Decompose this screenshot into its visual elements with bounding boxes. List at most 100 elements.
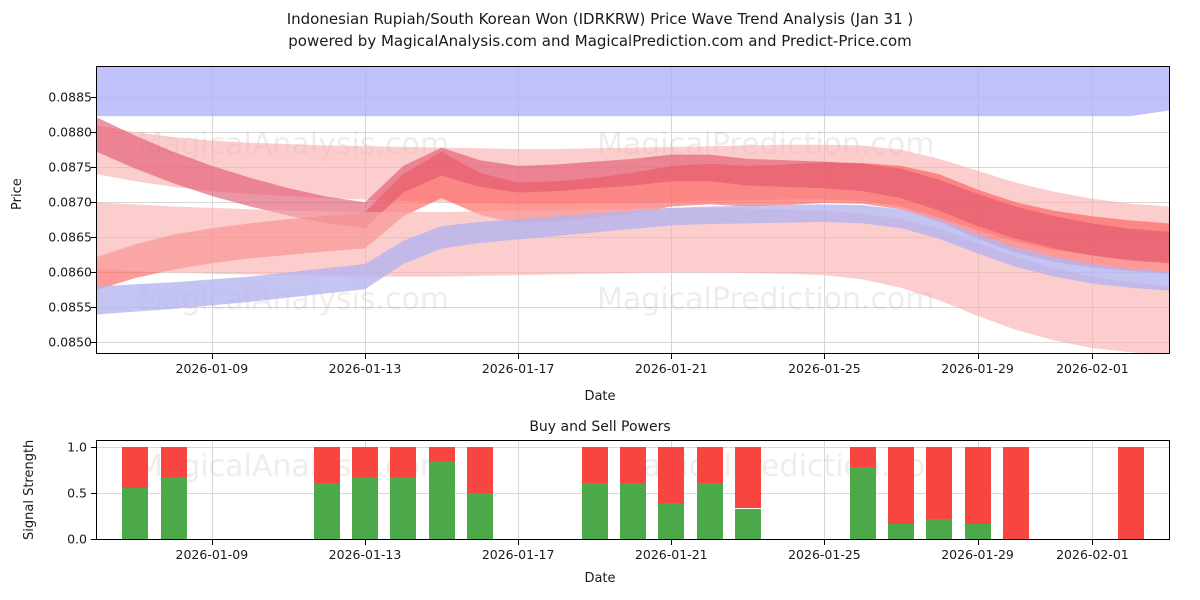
signal-x-tickmark bbox=[824, 540, 826, 545]
price-x-tick-label: 2026-02-01 bbox=[1056, 361, 1129, 376]
signal-x-tickmark bbox=[977, 540, 979, 545]
signal-bar[interactable] bbox=[122, 446, 149, 539]
signal-bar[interactable] bbox=[964, 446, 991, 539]
signal-y-tickmark bbox=[91, 446, 96, 448]
signal-gridline-v bbox=[824, 441, 826, 539]
signal-bar[interactable] bbox=[1117, 446, 1144, 539]
signal-x-tick-label: 2026-01-29 bbox=[941, 547, 1014, 562]
signal-bar[interactable] bbox=[160, 446, 187, 539]
buy-power-segment bbox=[658, 502, 685, 539]
price-x-tickmark bbox=[365, 354, 366, 359]
signal-x-tick-label: 2026-02-01 bbox=[1056, 547, 1129, 562]
buy-power-segment bbox=[964, 524, 991, 539]
price-x-tickmark bbox=[977, 354, 979, 359]
price-band-lower-pink-support-band bbox=[97, 202, 1169, 353]
signal-x-tickmark bbox=[671, 540, 673, 545]
signal-x-tick-label: 2026-01-09 bbox=[175, 547, 249, 562]
price-band-series bbox=[97, 67, 1169, 353]
signal-bar[interactable] bbox=[428, 446, 455, 539]
price-x-tick-label: 2026-01-13 bbox=[328, 361, 402, 376]
sell-power-segment bbox=[390, 446, 417, 478]
price-gridline-h bbox=[97, 132, 1169, 134]
price-y-tick-label: 0.0855 bbox=[48, 299, 92, 315]
price-x-tickmark bbox=[824, 354, 826, 359]
sell-power-segment bbox=[466, 446, 493, 493]
price-x-tick-label: 2026-01-17 bbox=[481, 361, 555, 376]
signal-bar[interactable] bbox=[581, 446, 608, 539]
signal-gridline-v bbox=[1092, 441, 1094, 539]
signal-y-tick-label: 1.0 bbox=[67, 439, 87, 455]
signal-bar[interactable] bbox=[390, 446, 417, 539]
signal-bar[interactable] bbox=[658, 446, 685, 539]
price-gridline-h bbox=[97, 307, 1169, 309]
signal-x-tick-label: 2026-01-17 bbox=[481, 547, 555, 562]
price-y-tickmark bbox=[91, 342, 96, 344]
price-band-upper-resistance-blue-band bbox=[97, 67, 1169, 117]
signal-bar[interactable] bbox=[620, 446, 646, 539]
price-y-tickmark bbox=[91, 97, 96, 99]
price-x-axis-label: Date bbox=[584, 389, 616, 404]
price-x-tick-label: 2026-01-21 bbox=[634, 361, 708, 376]
price-plot-area: MagicalAnalysis.comMagicalPrediction.com… bbox=[97, 67, 1169, 353]
buy-sell-powers-chart: MagicalAnalysis.com MagicalPrediction.com bbox=[96, 440, 1170, 540]
buy-power-segment bbox=[849, 466, 876, 539]
signal-bar[interactable] bbox=[926, 446, 953, 539]
price-plot-frame: MagicalAnalysis.comMagicalPrediction.com… bbox=[96, 66, 1170, 354]
chart-title-block: Indonesian Rupiah/South Korean Won (IDRK… bbox=[0, 8, 1200, 52]
price-y-tickmark bbox=[91, 272, 96, 274]
buy-power-segment bbox=[390, 477, 417, 539]
signal-bar[interactable] bbox=[466, 446, 493, 539]
signal-x-tickmark bbox=[211, 540, 213, 545]
sell-power-segment bbox=[696, 446, 723, 483]
page-title: Indonesian Rupiah/South Korean Won (IDRK… bbox=[286, 10, 914, 28]
signal-x-tick-label: 2026-01-13 bbox=[328, 547, 402, 562]
price-x-tick-label: 2026-01-09 bbox=[175, 361, 249, 376]
sell-power-segment bbox=[352, 446, 378, 478]
signal-gridline-v bbox=[211, 441, 213, 539]
buy-power-segment bbox=[428, 461, 455, 539]
buy-power-segment bbox=[620, 482, 646, 539]
signal-bar[interactable] bbox=[352, 446, 378, 539]
signal-y-tickmark bbox=[91, 539, 96, 540]
price-x-tickmark bbox=[518, 354, 520, 359]
signal-bar[interactable] bbox=[888, 446, 914, 539]
signal-x-tickmark bbox=[1092, 540, 1094, 545]
sell-power-segment bbox=[160, 446, 187, 478]
signal-x-tickmark bbox=[518, 540, 520, 545]
sell-power-segment bbox=[122, 446, 149, 489]
price-y-tickmark bbox=[91, 307, 96, 309]
price-y-tickmark bbox=[91, 132, 96, 134]
buy-power-segment bbox=[313, 482, 340, 539]
signal-gridline-h bbox=[97, 539, 1169, 540]
price-x-tickmark bbox=[211, 354, 213, 359]
signal-bar[interactable] bbox=[734, 446, 761, 539]
signal-chart-title: Buy and Sell Powers bbox=[529, 419, 671, 435]
sell-power-segment bbox=[313, 446, 340, 483]
price-wave-chart: MagicalAnalysis.comMagicalPrediction.com… bbox=[96, 66, 1170, 354]
price-y-tick-label: 0.0875 bbox=[48, 159, 92, 175]
signal-bar[interactable] bbox=[313, 446, 340, 539]
signal-x-axis-label: Date bbox=[584, 571, 616, 586]
sell-power-segment bbox=[734, 446, 761, 509]
signal-bar[interactable] bbox=[696, 446, 723, 539]
price-x-tick-label: 2026-01-25 bbox=[788, 361, 861, 376]
price-y-tick-label: 0.0860 bbox=[48, 264, 92, 280]
sell-power-segment bbox=[620, 446, 646, 483]
price-gridline-h bbox=[97, 342, 1169, 344]
buy-power-segment bbox=[926, 518, 953, 539]
sell-power-segment bbox=[1002, 446, 1029, 539]
buy-power-segment bbox=[581, 482, 608, 539]
signal-x-tick-label: 2026-01-21 bbox=[634, 547, 708, 562]
sell-power-segment bbox=[1117, 446, 1144, 539]
buy-power-segment bbox=[734, 508, 761, 539]
signal-bar[interactable] bbox=[1002, 446, 1029, 539]
price-y-tickmark bbox=[91, 202, 96, 204]
buy-power-segment bbox=[352, 477, 378, 539]
price-x-tick-label: 2026-01-29 bbox=[941, 361, 1014, 376]
signal-y-axis-label: Signal Strength bbox=[22, 439, 37, 540]
signal-plot-frame: MagicalAnalysis.com MagicalPrediction.com bbox=[96, 440, 1170, 540]
buy-power-segment bbox=[122, 488, 149, 539]
price-x-tickmark bbox=[1092, 354, 1094, 359]
signal-bar[interactable] bbox=[849, 446, 876, 539]
